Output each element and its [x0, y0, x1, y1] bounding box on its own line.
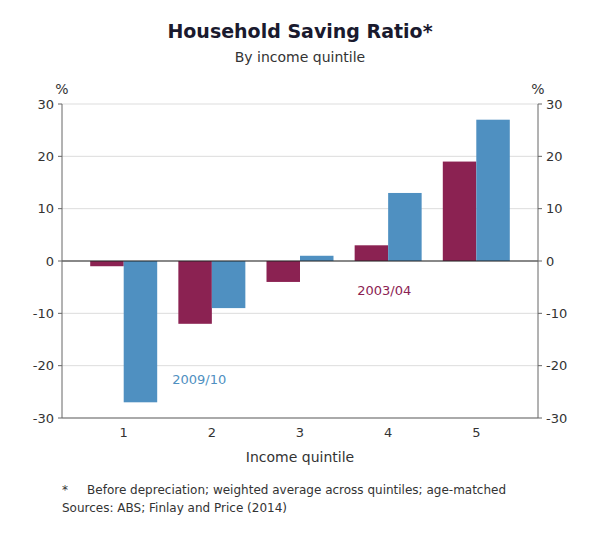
- bar: [90, 261, 123, 266]
- x-tick-label: 5: [472, 425, 480, 440]
- x-tick-label: 3: [296, 425, 304, 440]
- y-tick: [58, 208, 62, 209]
- x-tick-label: 1: [120, 425, 128, 440]
- grid-line: [62, 261, 538, 262]
- y-tick-label: -10: [33, 306, 54, 321]
- y-axis-label: %: [55, 81, 68, 97]
- grid: [62, 104, 538, 418]
- y-tick: [58, 156, 62, 157]
- y-tick-label: -20: [33, 358, 54, 373]
- x-axis-line: [62, 418, 538, 419]
- y2-tick: [538, 418, 542, 419]
- y-tick-label: -30: [33, 411, 54, 426]
- bar: [388, 193, 421, 261]
- bar: [267, 261, 300, 282]
- chart: Household Saving Ratio* By income quintil…: [0, 0, 600, 551]
- grid-line: [62, 104, 538, 105]
- y-tick: [58, 313, 62, 314]
- bar: [355, 245, 388, 261]
- y2-tick-label: 30: [546, 97, 563, 112]
- y2-axis-label: %: [531, 81, 544, 97]
- y-tick-label: 20: [37, 149, 54, 164]
- y-tick: [58, 365, 62, 366]
- y2-tick-label: 10: [546, 201, 563, 216]
- x-tick-label: 4: [384, 425, 392, 440]
- annotation: 2009/10: [172, 372, 226, 387]
- y2-tick-label: 20: [546, 149, 563, 164]
- bar: [212, 261, 245, 308]
- bar: [178, 261, 211, 324]
- grid-line: [62, 418, 538, 419]
- y2-tick: [538, 208, 542, 209]
- y2-tick: [538, 156, 542, 157]
- grid-line: [62, 156, 538, 157]
- x-tick-label: 2: [208, 425, 216, 440]
- y2-tick-label: -20: [546, 358, 567, 373]
- y-tick: [58, 104, 62, 105]
- annotation: 2003/04: [357, 283, 411, 298]
- zero-line: [62, 261, 538, 262]
- y2-tick: [538, 261, 542, 262]
- y-tick-label: 10: [37, 201, 54, 216]
- y2-tick: [538, 104, 542, 105]
- y2-tick-label: 0: [546, 254, 554, 269]
- y-tick: [58, 418, 62, 419]
- x-axis-label: Income quintile: [246, 449, 354, 465]
- bar: [476, 120, 509, 261]
- title: Household Saving Ratio*: [167, 20, 432, 42]
- y2-tick-label: -30: [546, 411, 567, 426]
- y-tick-label: 30: [37, 97, 54, 112]
- y2-tick: [538, 313, 542, 314]
- y-tick-label: 0: [46, 254, 54, 269]
- bar: [124, 261, 157, 402]
- footnote: * Before depreciation; weighted average …: [62, 483, 506, 497]
- subtitle: By income quintile: [235, 49, 365, 65]
- bar: [300, 256, 333, 261]
- y2-tick: [538, 365, 542, 366]
- y-tick: [58, 261, 62, 262]
- bar: [443, 162, 476, 261]
- footnote: Sources: ABS; Finlay and Price (2014): [62, 501, 287, 515]
- y2-tick-label: -10: [546, 306, 567, 321]
